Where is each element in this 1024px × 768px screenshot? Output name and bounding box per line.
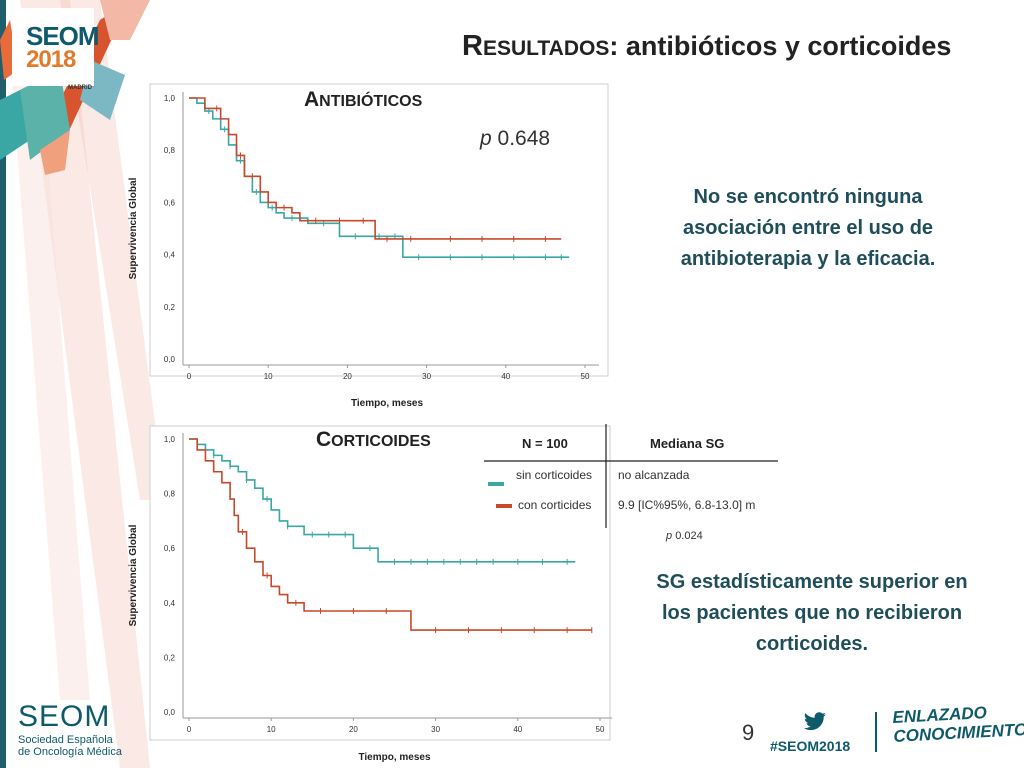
y-tick-label: 0,2 (164, 303, 176, 312)
y-tick-label: 0,8 (164, 146, 176, 155)
slogan: ENLAZADO CONOCIMIENTO (892, 703, 1024, 746)
x-tick-label: 40 (513, 725, 522, 734)
logo-brand: SEOM (26, 21, 100, 51)
y-tick-label: 0,4 (164, 599, 176, 608)
decorative-band: SEOM 2018 MADRID (0, 0, 170, 768)
survival-curve-0 (189, 97, 570, 259)
y-tick-label: 0,0 (164, 708, 176, 717)
y-tick-label: 0,4 (164, 251, 176, 260)
km-chart-antibioticos: 0,0 0,2 0,4 0,6 0,8 1,0 0 10 20 30 40 50 Supervivenc… (128, 83, 609, 409)
x-axis-label: Tiempo, meses (358, 752, 431, 763)
x-tick-label: 20 (343, 372, 352, 381)
y-tick-label: 1,0 (164, 94, 176, 103)
footer-seom-logo: SEOM Sociedad Española de Oncología Médi… (18, 700, 122, 758)
seom-2018-logo: SEOM 2018 MADRID (12, 8, 100, 91)
x-tick-label: 30 (422, 372, 431, 381)
table-lines (484, 424, 778, 528)
y-tick-label: 0,8 (164, 490, 176, 499)
logo-year: 2018 (26, 46, 76, 73)
chart-frame (149, 83, 609, 377)
y-axis-label: Supervivencia Global (128, 177, 139, 279)
y-tick-label: 0,0 (164, 355, 176, 364)
x-tick-label: 0 (187, 725, 192, 734)
slide-title: Resultados: antibióticos y corticoides (462, 30, 952, 62)
decorative-stripes (0, 0, 165, 768)
table-header-n: N = 100 (522, 436, 568, 451)
y-tick-label: 0,6 (164, 544, 176, 553)
legend-swatch-con (496, 504, 512, 508)
survival-curve-1 (189, 97, 562, 240)
x-tick-label: 50 (596, 725, 605, 734)
table-row-group: sin corticoides (516, 468, 593, 482)
y-axis-label: Supervivencia Global (128, 524, 139, 626)
y-tick-label: 1,0 (164, 435, 176, 444)
table-row-median: 9.9 [IC%95%, 6.8-13.0] m (618, 498, 756, 512)
section-label-antibioticos: Antibióticos (304, 88, 423, 111)
y-tick-label: 0,6 (164, 198, 176, 207)
p-value-antibioticos: p 0.648 (480, 127, 551, 150)
table-header-median: Mediana SG (650, 436, 725, 451)
x-tick-label: 10 (264, 372, 273, 381)
section-label-corticoides: Corticoides (316, 428, 431, 451)
footer-divider (875, 712, 877, 752)
x-tick-label: 0 (187, 372, 192, 381)
conclusion-corticoides: SG estadísticamente superior en los paci… (656, 571, 968, 655)
y-tick-label: 0,2 (164, 653, 176, 662)
km-chart-corticoides: 0,0 0,2 0,4 0,6 0,8 1,0 0 10 20 30 40 50 Supervivenc… (128, 425, 612, 763)
survival-curve-1 (189, 438, 592, 631)
hashtag: #SEOM2018 (770, 738, 851, 754)
page-number: 9 (742, 720, 755, 745)
x-tick-label: 20 (349, 725, 358, 734)
chart-frame (149, 425, 611, 741)
x-tick-label: 10 (267, 725, 276, 734)
survival-curve-0 (189, 438, 576, 563)
x-tick-label: 40 (501, 372, 510, 381)
conclusion-antibioticos: No se encontró ninguna asociación entre … (680, 186, 936, 270)
x-axis-label: Tiempo, meses (351, 398, 424, 409)
x-tick-label: 50 (581, 372, 590, 381)
table-row-group: con corticides (518, 498, 592, 512)
table-row-median: no alcanzada (618, 468, 690, 482)
logo-city: MADRID (68, 85, 92, 91)
legend-swatch-sin (488, 482, 504, 486)
x-tick-label: 30 (431, 725, 440, 734)
twitter-icon (804, 712, 826, 731)
p-value-corticoides: p 0.024 (666, 530, 703, 542)
